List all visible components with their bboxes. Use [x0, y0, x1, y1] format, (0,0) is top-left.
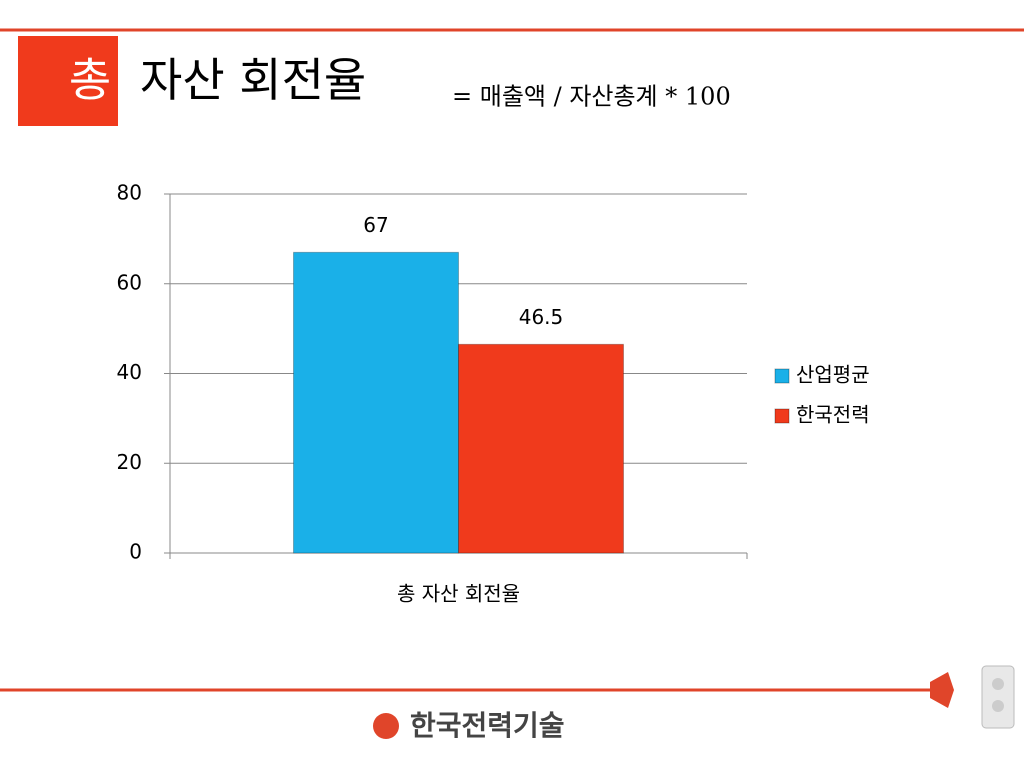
title: 자산 회전율 [140, 53, 366, 107]
data-label: 67 [363, 213, 388, 237]
x-tick-label: 총 자산 회전율 [397, 582, 520, 606]
data-label: 46.5 [519, 305, 564, 329]
formula: = 매출액 / 자산총계 * 100 [452, 83, 731, 111]
plug-icon [930, 672, 954, 708]
socket-hole [992, 678, 1004, 690]
legend-label: 한국전력 [796, 403, 870, 427]
y-tick-label: 20 [117, 450, 142, 474]
bar [293, 251, 459, 554]
title-box-text: 총 [69, 53, 111, 107]
logo-text: 한국전력기술 [410, 709, 565, 742]
logo-mark [373, 713, 399, 739]
y-tick-label: 40 [117, 360, 142, 384]
legend-swatch [774, 368, 790, 384]
legend-swatch [774, 408, 790, 424]
y-tick-label: 60 [117, 270, 142, 294]
y-tick-label: 80 [117, 181, 142, 205]
y-tick-label: 0 [129, 540, 142, 564]
socket-icon [981, 665, 1015, 729]
title-box [18, 36, 118, 126]
bar [458, 343, 624, 554]
socket-hole [992, 700, 1004, 712]
legend-label: 산업평균 [796, 363, 870, 387]
